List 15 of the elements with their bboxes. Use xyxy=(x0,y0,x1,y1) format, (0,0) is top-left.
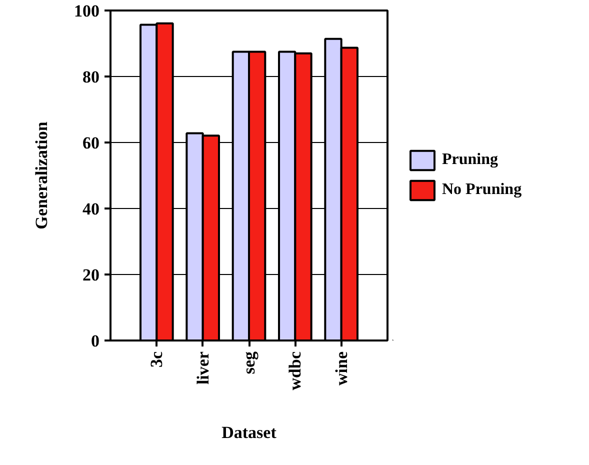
y-tick-label: 80 xyxy=(82,68,100,86)
x-axis-title: Dataset xyxy=(222,423,277,442)
y-tick-label: 20 xyxy=(82,266,100,284)
x-tick-label: wine xyxy=(332,351,351,386)
y-tick-label: 100 xyxy=(74,2,100,20)
x-tick-label: 3c xyxy=(147,351,166,368)
y-tick-label: 60 xyxy=(82,134,100,152)
x-tick-label: wdbc xyxy=(286,351,305,390)
y-tick-label: 40 xyxy=(82,200,100,218)
y-axis-title: Generalization xyxy=(32,121,51,230)
legend-label: No Pruning xyxy=(442,181,522,199)
legend-label: Pruning xyxy=(442,151,498,169)
x-tick-label: seg xyxy=(240,351,258,374)
y-tick-label: 0 xyxy=(91,332,100,350)
x-tick-label: liver xyxy=(193,351,212,385)
